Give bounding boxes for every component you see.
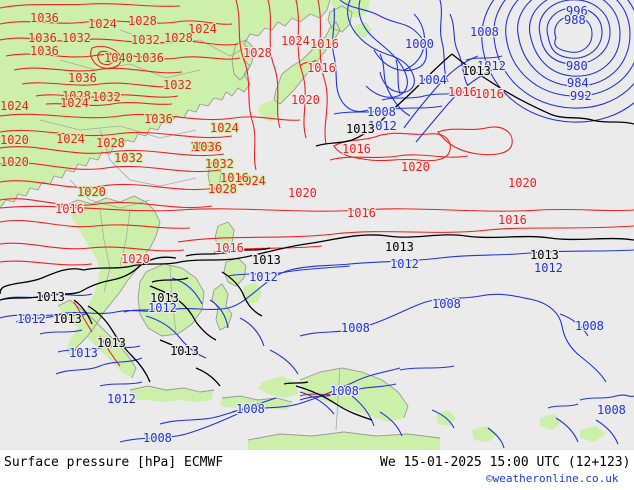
contour-label: 1036 [68,71,97,85]
contour-label: 1020 [77,185,106,199]
contour-label: 1013 [150,291,179,305]
contour-label: 1020 [508,176,537,190]
contour-label: 1012 [17,312,46,326]
pressure-contour-map[interactable]: 1036 1024 1028 1024 1036 1032 1032 1028 1036 1040… [0,0,634,450]
contour-label: 996 [566,4,588,18]
contour-label: 992 [570,89,592,103]
contour-label: 984 [567,76,589,90]
contour-label: 1008 [367,105,396,119]
contour-label: 1036 [135,51,164,65]
copyright-credit: ©weatheronline.co.uk [486,472,619,485]
contour-label: 1020 [288,186,317,200]
contour-label: 1012 [534,261,563,275]
contour-label: 1024 [281,34,310,48]
contour-label: 1036 [30,44,59,58]
contour-label: 1020 [121,252,150,266]
contour-label: 1008 [341,321,370,335]
contour-label: 1012 [368,119,397,133]
contour-label: 1012 [390,257,419,271]
contour-label: 1024 [237,174,266,188]
contour-label: 1020 [291,93,320,107]
contour-label: 1016 [498,213,527,227]
contour-label: 1016 [475,87,504,101]
contour-label: 1024 [188,22,217,36]
contour-label: 1036 [190,140,219,154]
contour-label: 1016 [307,61,336,75]
contour-label: 1013 [530,248,559,262]
contour-label: 1013 [252,253,281,267]
map-footer: Surface pressure [hPa] ECMWF We 15-01-20… [0,450,634,490]
contour-label: 1032 [205,157,234,171]
contour-label: 988 [564,13,586,27]
contour-label: 1032 [131,33,160,47]
contour-label: 1040 [104,51,133,65]
contour-label: 1012 [249,270,278,284]
contour-label: 1012 [107,392,136,406]
map-title: Surface pressure [hPa] ECMWF [4,455,224,470]
contour-label: 1024 [60,96,89,110]
contour-label: 1028 [62,89,91,103]
contour-label: 1020 [401,160,430,174]
contour-label: 1024 [210,121,239,135]
contour-label: 1012 [477,59,506,73]
contour-label: 1013 [69,346,98,360]
contour-label: 1008 [575,319,604,333]
contour-label: 1036 [193,140,222,154]
contour-label: 1036 [30,11,59,25]
contour-label: 1028 [128,14,157,28]
contour-label: 1012 [148,301,177,315]
contour-label: 1032 [92,90,121,104]
contour-label: 1000 [405,37,434,51]
coastline-layer [0,0,441,441]
contour-label: 1016 [220,171,249,185]
contour-label: 1008 [597,403,626,417]
contour-label: 980 [566,59,588,73]
contour-label: 1028 [96,136,125,150]
contour-label: 1016 [215,241,244,255]
contour-label: 1008 [143,431,172,445]
contour-label: 1008 [470,25,499,39]
contour-label: 1008 [330,384,359,398]
contour-label: 1013 [346,122,375,136]
contour-label: 1028 [243,46,272,60]
contour-label: 1036 [28,31,57,45]
contour-label: 1013 [36,290,65,304]
contour-label: 1016 [342,142,371,156]
contour-label: 1016 [310,37,339,51]
isobar-low-layer [0,0,634,449]
contour-label: 1020 [0,155,29,169]
contour-label: 1013 [97,336,126,350]
contour-label: 1028 [164,31,193,45]
contour-label: 1032 [114,151,143,165]
contour-label: 1036 [144,112,173,126]
isobar-high-layer [0,0,634,397]
contour-label: 1013 [462,64,491,78]
contour-label: 1016 [448,85,477,99]
contour-label: 1032 [62,31,91,45]
contour-label: 1008 [432,297,461,311]
contour-label: 1004 [418,73,447,87]
isobar-reference-layer [0,53,634,421]
contour-label: 1028 [208,182,237,196]
contour-label: 1016 [55,202,84,216]
contour-label: 1024 [0,99,29,113]
contour-label: 1024 [88,17,117,31]
contour-label: 1024 [56,132,85,146]
contour-label: 1020 [0,133,29,147]
contour-label: 1013 [53,312,82,326]
contour-label: 1008 [236,402,265,416]
contour-label: 1013 [170,344,199,358]
contour-label: 1032 [163,78,192,92]
contour-label: 1013 [385,240,414,254]
map-valid-time: We 15-01-2025 15:00 UTC (12+123) [380,455,631,470]
contour-label: 1016 [347,206,376,220]
